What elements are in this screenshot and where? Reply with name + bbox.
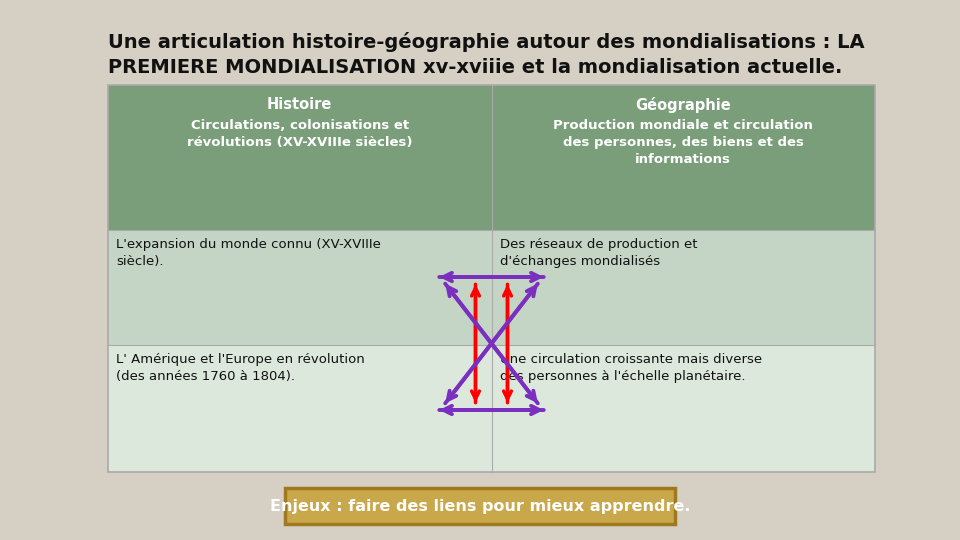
FancyBboxPatch shape — [285, 488, 675, 524]
Text: Enjeux : faire des liens pour mieux apprendre.: Enjeux : faire des liens pour mieux appr… — [270, 498, 690, 514]
Text: Circulations, colonisations et
révolutions (XV-XVIIIe siècles): Circulations, colonisations et révolutio… — [187, 119, 413, 149]
Bar — [108, 85, 492, 230]
Text: Production mondiale et circulation
des personnes, des biens et des
informations: Production mondiale et circulation des p… — [553, 119, 813, 166]
Bar — [492, 345, 875, 472]
Text: L' Amérique et l'Europe en révolution
(des années 1760 à 1804).: L' Amérique et l'Europe en révolution (d… — [116, 353, 365, 383]
Bar — [108, 85, 875, 472]
Text: Histoire: Histoire — [267, 97, 332, 112]
Bar — [492, 85, 875, 230]
Bar — [108, 230, 492, 345]
Bar — [108, 345, 492, 472]
Text: Des réseaux de production et
d'échanges mondialisés: Des réseaux de production et d'échanges … — [499, 238, 697, 268]
Bar — [492, 230, 875, 345]
Text: PREMIERE MONDIALISATION xv-xviiie et la mondialisation actuelle.: PREMIERE MONDIALISATION xv-xviiie et la … — [108, 58, 842, 77]
Text: Géographie: Géographie — [636, 97, 732, 113]
Text: Une articulation histoire-géographie autour des mondialisations : LA: Une articulation histoire-géographie aut… — [108, 32, 865, 52]
Text: L'expansion du monde connu (XV-XVIIIe
siècle).: L'expansion du monde connu (XV-XVIIIe si… — [116, 238, 381, 268]
Text: Une circulation croissante mais diverse
des personnes à l'échelle planétaire.: Une circulation croissante mais diverse … — [499, 353, 761, 383]
